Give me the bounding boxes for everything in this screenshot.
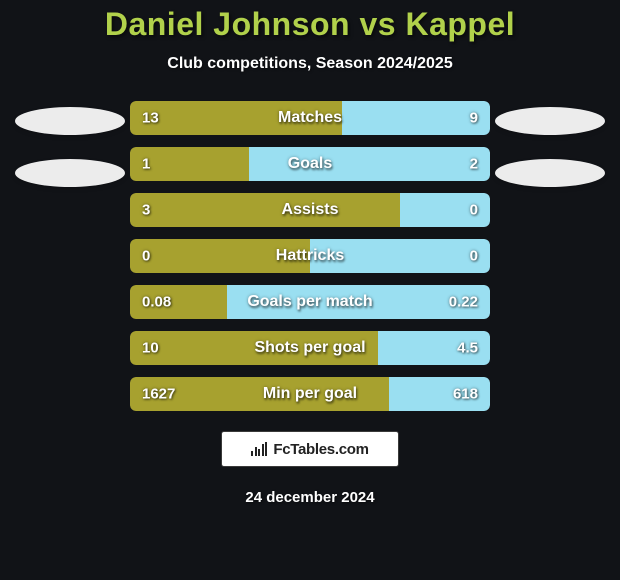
branding-text: FcTables.com: [273, 441, 368, 458]
bar-chart-icon: [251, 442, 267, 456]
stat-value-left: 0: [142, 248, 150, 265]
stat-value-right: 0.22: [449, 294, 478, 311]
stat-value-left: 13: [142, 110, 159, 127]
comparison-infographic: Daniel Johnson vs Kappel Club competitio…: [0, 0, 620, 580]
page-subtitle: Club competitions, Season 2024/2025: [167, 55, 452, 73]
stat-bar: 3 0 Assists: [130, 193, 490, 227]
stat-bar: 13 9 Matches: [130, 101, 490, 135]
stat-bar-left-seg: [130, 193, 400, 227]
chart-area: 13 9 Matches 1 2 Goals 3 0 Assists 0 0 Hattricks 0.0…: [0, 101, 620, 411]
stat-label: Hattricks: [276, 247, 344, 265]
stat-label: Matches: [278, 109, 342, 127]
stat-bar-right-seg: [249, 147, 490, 181]
player2-placeholder-bottom: [495, 159, 605, 187]
stat-value-right: 0: [470, 202, 478, 219]
stat-label: Shots per goal: [254, 339, 365, 357]
stat-value-left: 1627: [142, 386, 175, 403]
stat-label: Goals per match: [247, 293, 372, 311]
player2-placeholder-top: [495, 107, 605, 135]
stat-value-right: 618: [453, 386, 478, 403]
stat-value-right: 2: [470, 156, 478, 173]
stat-bars: 13 9 Matches 1 2 Goals 3 0 Assists 0 0 Hattricks 0.0…: [130, 101, 490, 411]
page-title: Daniel Johnson vs Kappel: [105, 6, 515, 43]
left-avatar-column: [10, 101, 130, 187]
stat-value-left: 1: [142, 156, 150, 173]
date-text: 24 december 2024: [245, 489, 374, 506]
stat-bar-right-seg: [342, 101, 490, 135]
stat-value-left: 0.08: [142, 294, 171, 311]
stat-bar: 0 0 Hattricks: [130, 239, 490, 273]
player1-placeholder-bottom: [15, 159, 125, 187]
branding-badge: FcTables.com: [221, 431, 399, 467]
stat-bar: 1627 618 Min per goal: [130, 377, 490, 411]
stat-value-right: 4.5: [457, 340, 478, 357]
stat-label: Goals: [288, 155, 332, 173]
stat-value-left: 3: [142, 202, 150, 219]
stat-value-left: 10: [142, 340, 159, 357]
stat-bar: 10 4.5 Shots per goal: [130, 331, 490, 365]
right-avatar-column: [490, 101, 610, 187]
stat-bar: 0.08 0.22 Goals per match: [130, 285, 490, 319]
player1-placeholder-top: [15, 107, 125, 135]
stat-value-right: 9: [470, 110, 478, 127]
stat-value-right: 0: [470, 248, 478, 265]
stat-label: Min per goal: [263, 385, 357, 403]
stat-bar: 1 2 Goals: [130, 147, 490, 181]
stat-label: Assists: [282, 201, 339, 219]
